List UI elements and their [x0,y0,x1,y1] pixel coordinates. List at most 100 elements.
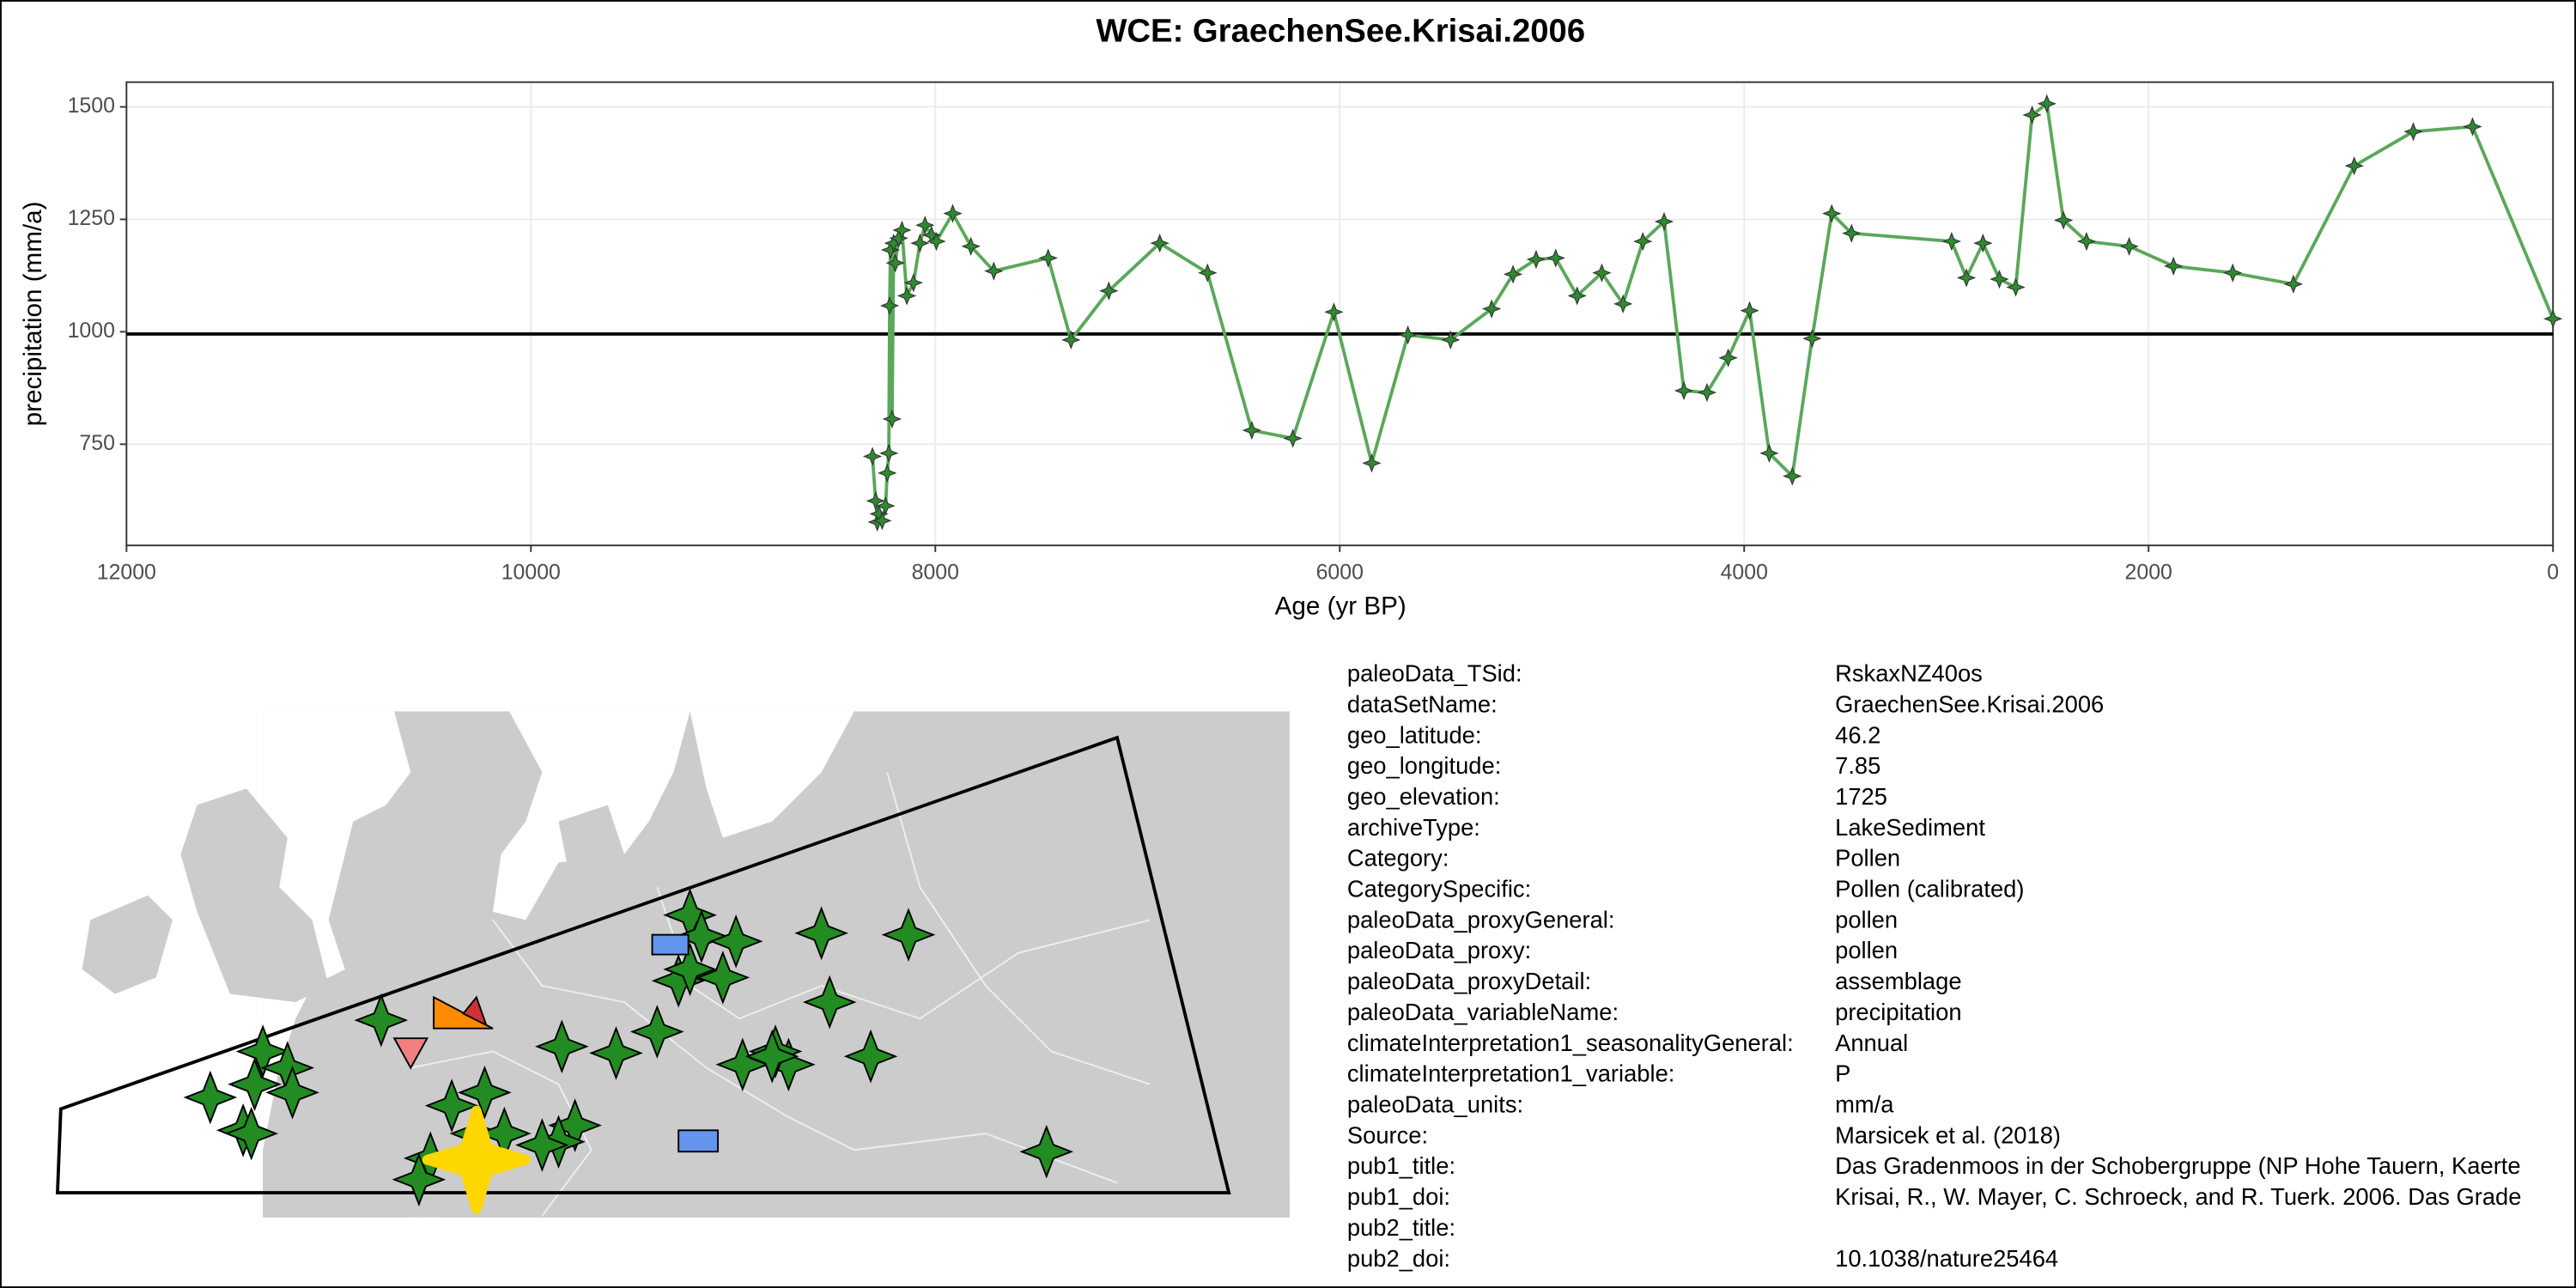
x-tick-label: 10000 [501,560,561,584]
site-marker [696,951,750,1005]
data-point [2164,256,2184,276]
site-marker [354,993,409,1048]
data-point [2022,105,2042,125]
metadata-key: CategorySpecific: [1347,876,1531,902]
metadata-value: pollen [1835,937,1898,963]
metadata-key: Source: [1347,1121,1428,1148]
data-point [2223,263,2243,283]
y-tick-label: 750 [79,431,114,455]
data-point [1503,264,1523,284]
data-point [910,234,930,253]
site-marker [708,914,763,969]
y-tick-label: 1000 [68,319,115,343]
data-point [882,409,902,429]
site-marker [458,1065,512,1120]
metadata-table: paleoData_TSid: RskaxNZ40os dataSetName: Gr… [1347,660,2522,1272]
data-point [872,511,892,531]
site-marker [881,908,936,962]
chart-title: WCE: GraechenSee.Krisai.2006 [1096,12,1585,49]
metadata-value: assemblage [1835,968,1961,994]
data-point [1740,301,1759,320]
data-point [1592,263,1612,283]
data-point [1061,330,1081,349]
data-point [1242,420,1261,440]
metadata-key: Category: [1347,845,1449,872]
data-point [1198,263,1218,283]
metadata-key: paleoData_proxyDetail: [1347,968,1591,994]
metadata-value: Marsicek et al. (2018) [1835,1121,2061,1148]
x-axis-title: Age (yr BP) [1275,592,1406,621]
border [410,1050,592,1217]
metadata-key: paleoData_units: [1347,1091,1523,1118]
metadata-key: geo_elevation: [1347,783,1500,810]
site-marker [674,909,729,963]
data-point [2119,236,2139,257]
metadata-value: Das Gradenmoos in der Schobergruppe (NP … [1835,1152,2521,1179]
metadata-key: climateInterpretation1_seasonalityGenera… [1347,1030,1794,1056]
site-marker [265,1065,319,1120]
data-point [1481,299,1502,319]
data-point [1697,382,1717,403]
site-marker [424,1078,479,1133]
data-point [878,443,899,463]
metadata-value: 10.1038/nature25464 [1835,1245,2058,1272]
data-line [871,100,2555,526]
data-point [1038,248,1058,268]
metadata-key: paleoData_proxy: [1347,937,1531,963]
site-marker [462,995,489,1027]
metadata-value: precipitation [1835,999,1961,1025]
data-point [1842,223,1862,243]
y-tick-label: 1250 [68,206,115,230]
data-point [1718,348,1738,368]
site-marker [534,1019,589,1074]
site-marker [392,1037,429,1070]
data-point [1822,204,1842,223]
site-marker [1019,1124,1074,1179]
site-marker [677,1129,720,1153]
data-point [943,204,963,223]
metadata-key: geo_latitude: [1347,721,1482,748]
data-point [1398,325,1418,345]
data-point [1956,268,1977,288]
metadata-key: dataSetName: [1347,690,1498,717]
site-marker [843,1029,898,1084]
site-markers [183,888,1074,1207]
metadata-key: paleoData_proxyGeneral: [1347,906,1615,933]
metadata-key: pub2_doi: [1347,1245,1450,1272]
site-marker [651,933,690,956]
metadata-key: geo_longitude: [1347,752,1501,779]
data-point [1973,234,1993,253]
metadata-value: mm/a [1835,1091,1894,1118]
region-outline [55,735,1231,1194]
sea [690,711,854,838]
data-point [961,236,981,257]
metadata-key: climateInterpretation1_variable: [1347,1060,1675,1087]
data-point [1546,248,1565,268]
data-point [2037,94,2057,113]
x-tick-label: 4000 [1721,560,1768,584]
metadata-value: Krisai, R., W. Mayer, C. Schroeck, and R… [1835,1183,2521,1210]
site-marker [802,975,857,1030]
sea [263,711,411,1151]
metadata-key: pub1_title: [1347,1152,1455,1179]
data-point [1783,466,1802,486]
site-marker [392,1152,447,1207]
data-point [2403,122,2423,142]
data-point [876,495,896,516]
metadata-key: archiveType: [1347,814,1480,841]
selected-site-marker [422,1105,531,1214]
data-point [879,295,900,316]
data-point [1099,281,1119,301]
data-point [1283,428,1303,448]
data-point [927,231,946,252]
site-marker [235,1024,290,1078]
data-point [892,220,912,240]
data-point [1633,231,1653,252]
site-marker [548,1098,602,1152]
data-point [1567,286,1587,306]
data-point [1526,249,1546,270]
data-point [2076,231,2097,252]
data-point [1362,453,1382,473]
